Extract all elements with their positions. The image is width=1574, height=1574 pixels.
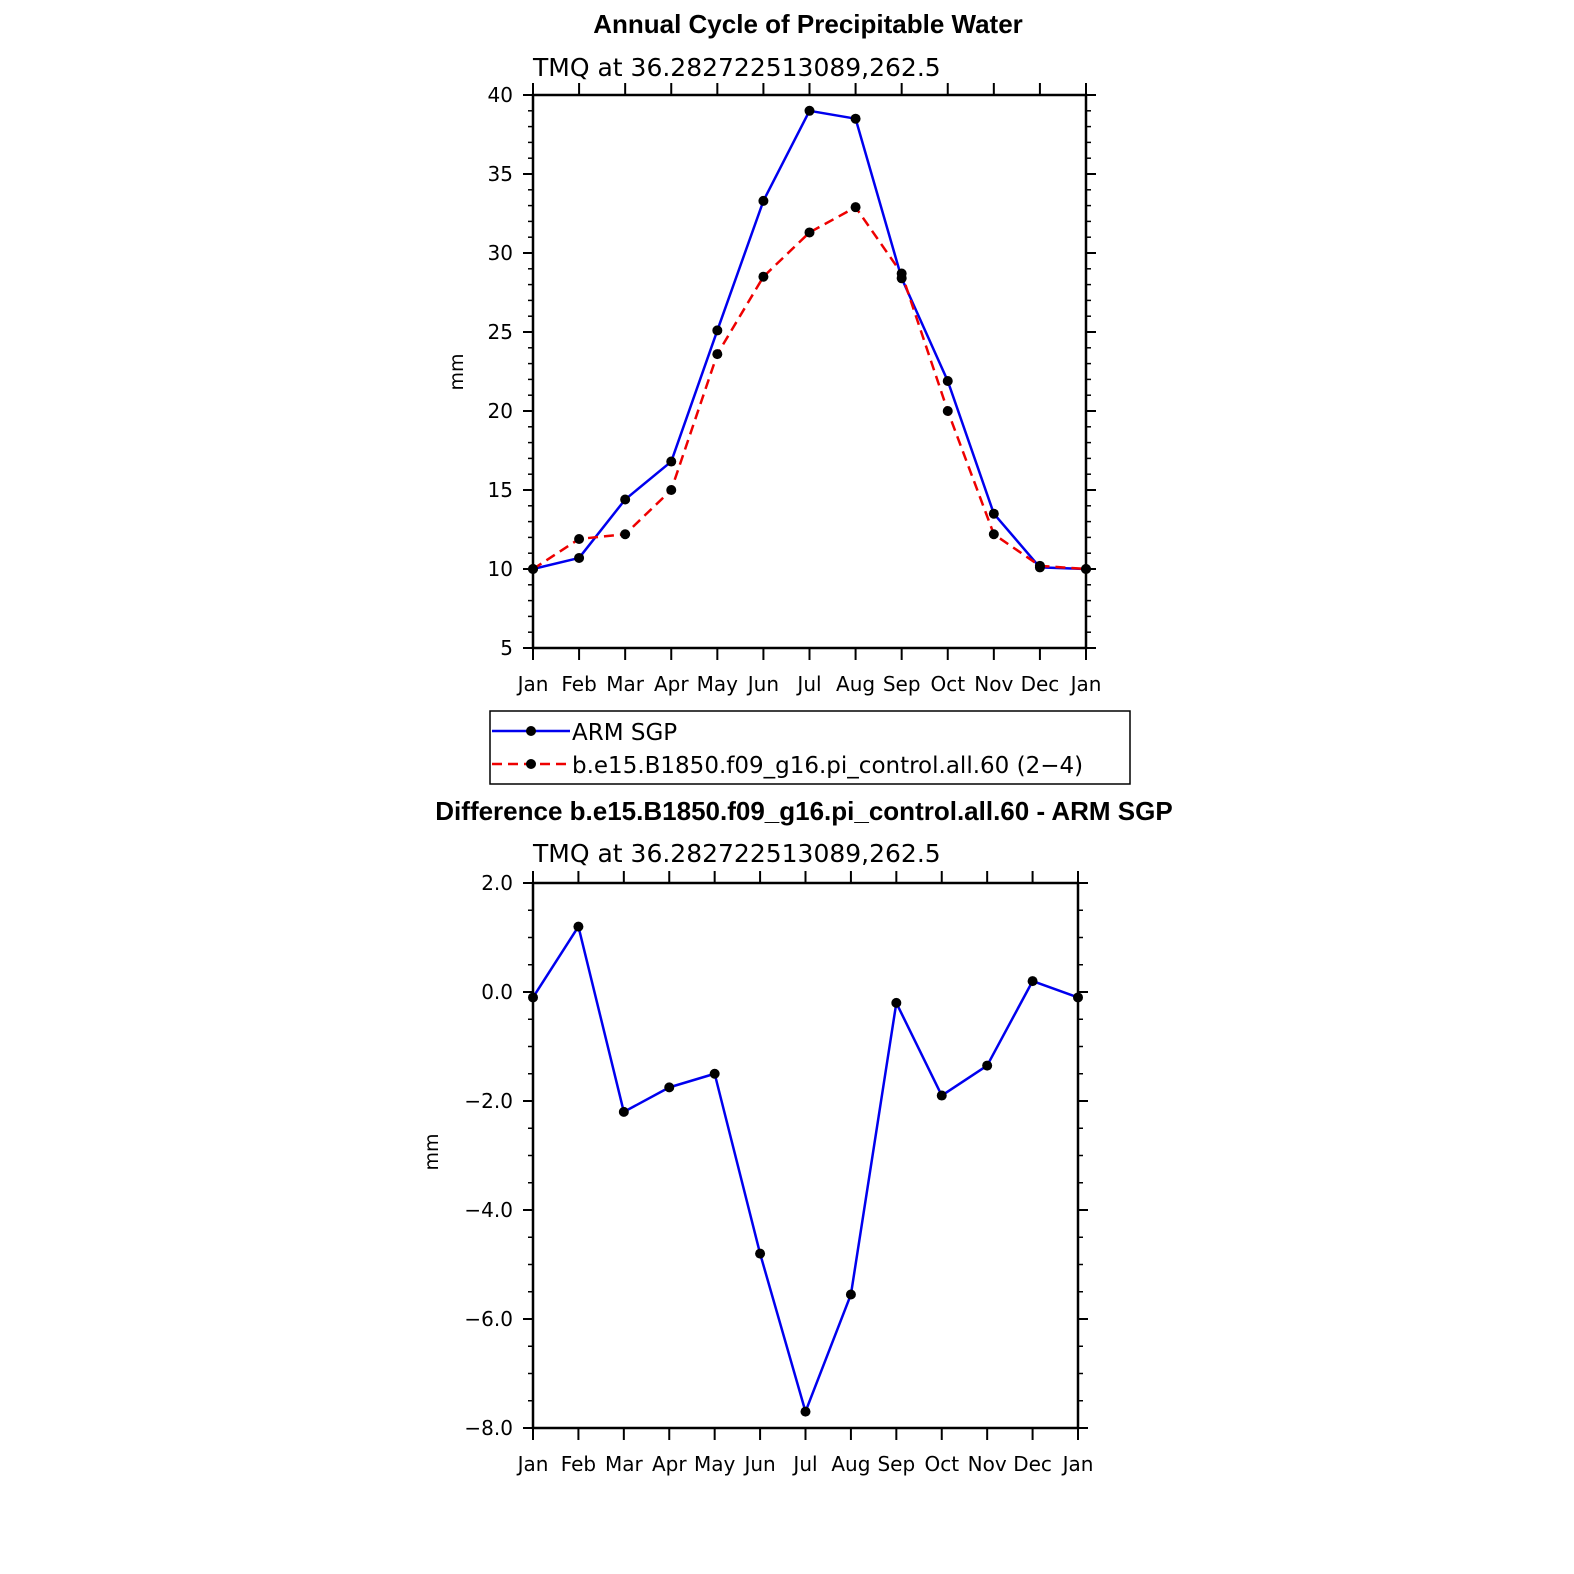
x-tick-label: Jul [795,672,821,696]
x-tick-label: Aug [831,1452,870,1476]
legend-label-obs: ARM SGP [572,720,677,746]
series-1-point [620,494,631,505]
x-tick-label: Mar [605,1452,644,1476]
y-tick-label: 25 [488,320,513,344]
y-tick-label: 30 [488,241,513,265]
series-1-point [845,1289,856,1300]
legend-marker-model [526,759,536,769]
series-2-point [988,529,999,540]
x-tick-label: Oct [930,672,965,696]
series-2-point [1034,560,1045,571]
series-2-point [804,227,815,238]
axis-ticks [523,83,1096,660]
plot-frame [531,881,1080,1430]
x-tick-label: Jan [516,1452,549,1476]
x-tick-label: Feb [561,1452,596,1476]
x-tick-label: Apr [654,672,689,696]
chart-title: Annual Cycle of Precipitable Water [593,9,1023,39]
series-2-point [942,406,953,416]
legend: ARM SGP b.e15.B1850.f09_g16.pi_control.a… [489,710,1131,785]
x-tick-label: Jun [742,1452,775,1476]
y-axis-label: mm [446,353,468,390]
legend-marker-obs [526,726,536,736]
series-group [528,105,1091,574]
x-tick-label: Oct [924,1452,959,1476]
annual-cycle-panel: Annual Cycle of Precipitable Water TMQ a… [446,9,1101,696]
tick-labels: −8.0 −6.0 −4.0 −2.0 0.0 2.0 Jan Feb Mar Apr May Jun… [464,871,1093,1476]
legend-entry-model: b.e15.B1850.f09_g16.pi_control.all.60 (2… [492,753,1083,779]
series-1-point [800,1406,811,1417]
x-tick-label: Jul [791,1452,817,1476]
x-tick-label: May [697,672,739,696]
x-tick-label: Jan [1069,672,1102,696]
series-1-point [618,1106,629,1117]
series-1-point [666,456,677,467]
series-1-point [755,1248,766,1259]
series-1-point [758,195,769,206]
x-tick-label: May [694,1452,736,1476]
y-tick-label: −6.0 [464,1307,513,1331]
series-1-point [982,1060,993,1071]
y-tick-label: 20 [488,399,513,423]
series-2-point [758,271,769,282]
y-tick-label: 10 [488,557,513,581]
series-1-point [574,552,585,563]
series-1-point [891,997,902,1008]
y-tick-label: −8.0 [464,1416,513,1440]
legend-box [489,710,1131,785]
x-tick-label: Aug [836,672,875,696]
x-tick-label: Dec [1021,672,1060,696]
chart-subtitle: TMQ at 36.282722513089,262.5 [532,53,941,82]
series-1-point [709,1068,720,1079]
series-line-2 [532,205,1087,571]
x-tick-label: Feb [561,672,596,696]
series-1-point [664,1082,675,1093]
y-tick-label: −2.0 [464,1089,513,1113]
legend-label-model: b.e15.B1850.f09_g16.pi_control.all.60 (2… [572,753,1083,779]
series-1-point [712,325,723,336]
legend-entry-obs: ARM SGP [492,720,677,746]
difference-panel: Difference b.e15.B1850.f09_g16.pi_contro… [421,796,1173,1476]
plot-frame [531,93,1088,650]
series-1-point [1027,976,1038,987]
chart-title: Difference b.e15.B1850.f09_g16.pi_contro… [435,796,1172,826]
x-tick-label: Sep [877,1452,915,1476]
y-tick-label: 15 [488,478,513,502]
axis-ticks [523,871,1088,1440]
y-tick-label: 35 [488,162,513,186]
y-tick-label: −4.0 [464,1198,513,1222]
series-2-point [620,529,631,540]
x-tick-label: Mar [606,672,645,696]
x-tick-label: Jun [746,672,779,696]
x-tick-label: Nov [974,672,1013,696]
series-1-point [942,375,953,386]
series-line-1 [531,925,1079,1413]
tick-labels: 5 10 15 20 25 30 35 40 Jan Feb Mar Apr May Jun Jul Aug S… [488,83,1102,696]
x-tick-label: Apr [652,1452,687,1476]
chart-subtitle: TMQ at 36.282722513089,262.5 [532,839,941,868]
series-2-point [712,349,723,360]
y-tick-label: 5 [500,636,513,660]
series-2-point [896,268,907,279]
y-tick-label: 40 [488,83,513,107]
y-axis-label: mm [421,1133,443,1170]
series-2-point [666,485,677,495]
series-2-point [850,202,861,213]
x-tick-label: Sep [883,672,921,696]
series-1-point [936,1090,947,1101]
series-1-point [988,508,999,519]
series-1-point [850,113,861,124]
x-tick-label: Jan [516,672,549,696]
x-tick-label: Nov [968,1452,1007,1476]
x-tick-label: Jan [1061,1452,1094,1476]
series-line-1 [532,109,1087,571]
series-1-point [573,921,584,932]
y-tick-label: 0.0 [481,980,513,1004]
x-tick-label: Dec [1013,1452,1052,1476]
series-1-point [804,105,815,116]
y-tick-label: 2.0 [481,871,513,895]
series-group [528,921,1083,1417]
series-2-point [574,533,585,544]
